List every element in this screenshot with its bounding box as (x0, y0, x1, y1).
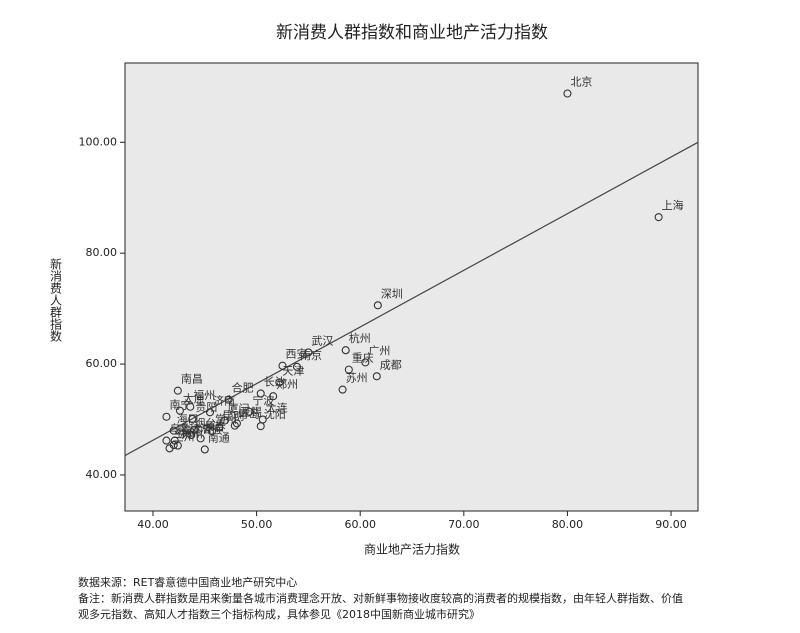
point-label: 杭州 (349, 331, 371, 345)
point-label: 常州 (215, 413, 237, 426)
point (215, 423, 224, 432)
point (256, 422, 265, 431)
note: 备注：新消费人群指数是用来衡量各城市消费理念开放、对新鲜事物接收度较高的消费者的… (78, 591, 683, 605)
x-tick-label: 70.00 (448, 518, 480, 531)
point-label: 南宁 (169, 398, 191, 412)
x-tick-label: 90.00 (655, 518, 687, 531)
point (232, 419, 241, 428)
x-tick-label: 60.00 (344, 518, 376, 531)
point (292, 362, 302, 371)
point-label: 大连 (266, 401, 288, 415)
point-label: 成都 (380, 358, 402, 371)
point (224, 395, 233, 404)
point (220, 416, 229, 425)
point-label: 深圳 (381, 287, 403, 300)
x-tick-label: 80.00 (552, 518, 584, 531)
point-label: 厦门 (227, 402, 249, 416)
x-tick-label: 50.00 (241, 518, 273, 531)
point-label: 济南 (213, 393, 235, 407)
point (175, 406, 184, 415)
point (245, 407, 254, 416)
point (173, 441, 182, 450)
point-label: 广州 (368, 344, 390, 357)
x-tick-label: 40.00 (137, 518, 169, 531)
point (200, 445, 209, 454)
point-label: 长春 (204, 420, 226, 433)
point (205, 408, 215, 417)
point-label: 昆明 (222, 409, 244, 422)
x-axis-title: 商业地产活力指数 (364, 542, 460, 557)
point-label: 福州 (193, 388, 215, 402)
point (373, 301, 382, 310)
point (256, 389, 265, 398)
point-label: 郑州 (276, 377, 298, 391)
point-label: 烟台 (194, 416, 216, 430)
point (361, 358, 370, 367)
point (187, 430, 196, 440)
point (186, 402, 195, 411)
plot-area (124, 62, 699, 512)
point (162, 412, 171, 421)
point-label: 贵阳 (195, 401, 217, 414)
point (169, 440, 178, 450)
point-label: 扬州 (181, 427, 203, 441)
point-label: 宁波 (252, 393, 274, 407)
point (278, 361, 287, 370)
point-label: 青岛 (238, 407, 260, 421)
point (207, 427, 217, 436)
point (230, 421, 239, 430)
point-label: 太原 (183, 393, 205, 406)
point (338, 385, 347, 394)
point-label: 乌鲁木齐 (169, 422, 213, 436)
point-label: 重庆 (352, 351, 374, 365)
point (169, 426, 178, 435)
point-label: 兰州 (173, 430, 195, 443)
point (563, 89, 572, 98)
point (269, 392, 278, 401)
y-tick-label: 40.00 (86, 468, 118, 481)
point (196, 434, 205, 443)
point-label: 南昌 (181, 373, 203, 386)
note: 观多元指数、高知人才指数三个指标构成，具体参见《2018中国新商业城市研究》 (78, 607, 480, 621)
point-label: 海口 (177, 412, 199, 426)
point (372, 372, 381, 381)
point-label: 南京 (300, 348, 322, 362)
y-axis-title: 新消费人群指数 (49, 257, 63, 343)
y-tick-label: 60.00 (86, 357, 118, 370)
fit-line (124, 141, 699, 457)
point-label: 无锡 (240, 404, 262, 418)
point (173, 386, 182, 395)
y-tick-label: 100.00 (79, 135, 118, 148)
point-label: 南通 (208, 431, 230, 444)
point-label: 合肥 (232, 381, 254, 395)
point-label: 西安 (285, 347, 307, 361)
point-label: 苏州 (346, 372, 368, 385)
point (188, 414, 197, 424)
point-label: 长沙 (264, 375, 286, 388)
point-label: 北京 (570, 74, 592, 88)
point (275, 378, 284, 387)
point (162, 436, 171, 445)
point-label: 天津 (282, 364, 304, 377)
point (344, 365, 353, 374)
point-label: 徐州 (177, 426, 199, 440)
point-label: 沈阳 (264, 407, 286, 421)
point (304, 348, 313, 357)
chart-title: 新消费人群指数和商业地产活力指数 (276, 23, 548, 43)
point (654, 213, 663, 222)
point (341, 346, 350, 355)
y-tick-label: 80.00 (86, 246, 118, 259)
point-label: 上海 (662, 198, 684, 212)
point-label: 武汉 (311, 334, 333, 347)
source: 数据来源：RET睿意德中国商业地产研究中心 (78, 575, 297, 589)
